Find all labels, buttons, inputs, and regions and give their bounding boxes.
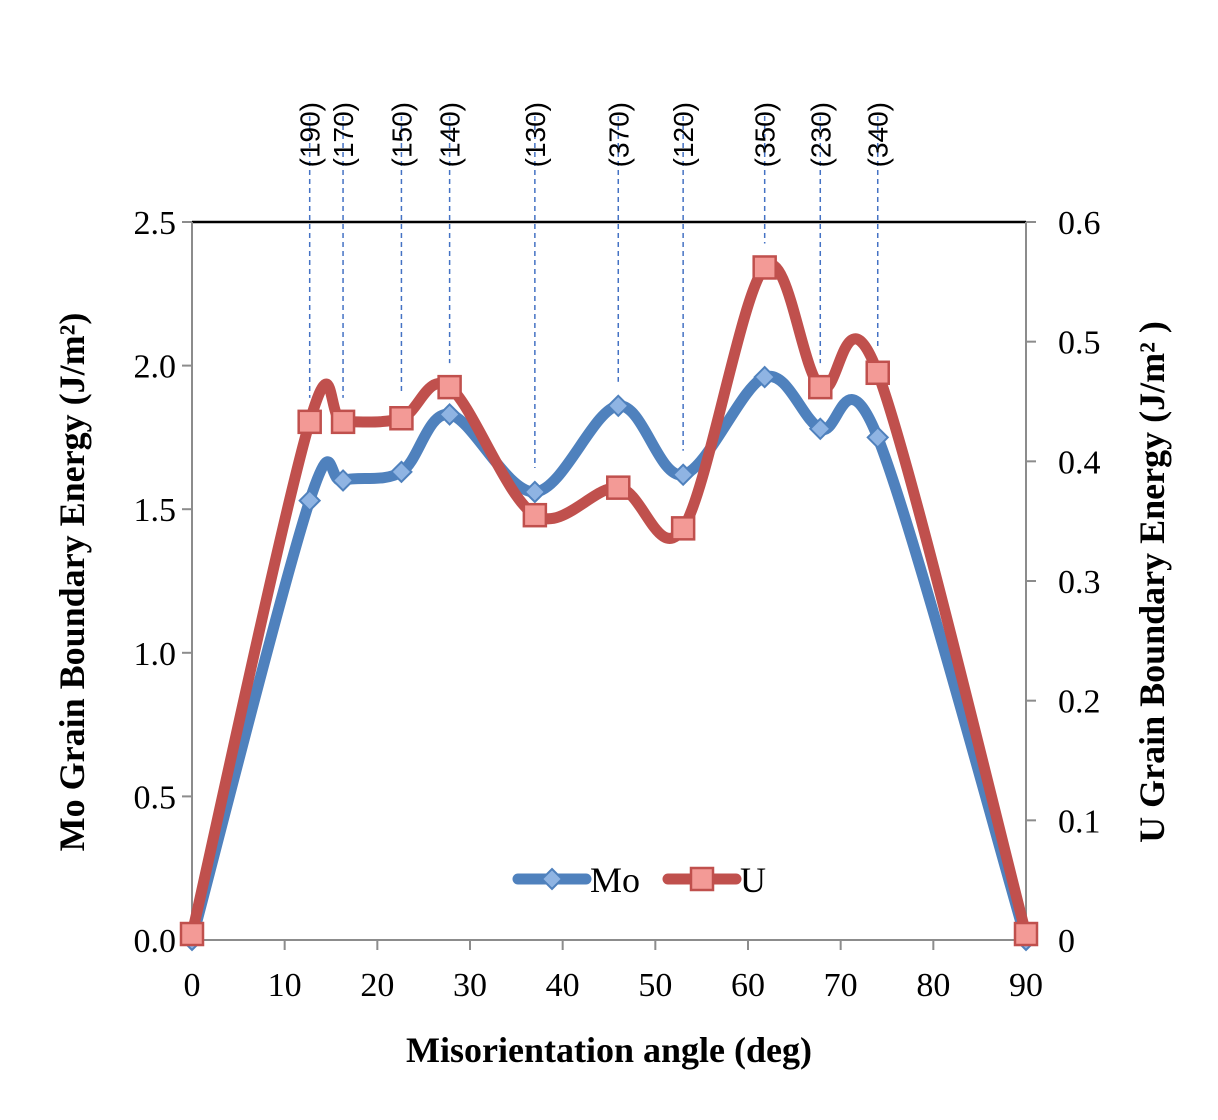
annotation-label: (370) [603,102,634,167]
x-tick-label: 40 [546,967,580,1004]
x-axis-ticks: 0 10 20 30 40 50 60 70 80 90 [184,940,1043,1004]
legend-marker-mo [540,867,564,891]
legend: Mo U [512,860,766,900]
y2-tick-label: 0.2 [1058,684,1101,721]
data-point-mo [671,463,695,487]
x-tick-label: 20 [360,967,394,1004]
annotation-label: (150) [386,102,417,167]
data-point-u [865,360,890,386]
series-lines [186,259,1032,946]
left-y-axis-ticks: 0.0 0.5 1.0 1.5 2.0 2.5 [134,205,192,960]
annotation-label: (340) [863,102,894,167]
series-line-mo [186,370,1032,946]
data-point-u [179,921,205,947]
annotation-label: (350) [750,102,781,167]
y-tick-label: 2.5 [134,205,177,242]
annotation-label: (130) [520,102,551,167]
y-tick-label: 2.0 [134,349,177,386]
x-tick-label: 50 [638,967,672,1004]
y2-tick-label: 0.3 [1058,564,1101,601]
data-point-mo [523,480,547,504]
right-y-axis-ticks: 0 0.1 0.2 0.3 0.4 0.5 0.6 [1026,205,1101,960]
data-point-u [389,406,414,431]
data-point-u [330,409,356,435]
annotation-labels: (190) (170) (150) (140) (130) (370) (120) (350)… [295,102,894,167]
y2-tick-label: 0.5 [1058,325,1101,362]
data-point-u [522,502,548,528]
left-y-axis-title: Mo Grain Boundary Energy (J/m²) [52,313,92,852]
annotation-label: (170) [328,102,359,167]
y2-tick-label: 0 [1058,923,1075,960]
x-tick-label: 70 [824,967,858,1004]
y-tick-label: 0.5 [134,779,177,816]
legend-label-mo: Mo [590,860,640,900]
y-tick-label: 0.0 [134,923,177,960]
data-point-mo [298,489,322,512]
data-point-u [808,374,833,400]
data-point-mo [606,394,630,418]
data-point-mo [753,365,777,389]
annotation-label: (120) [668,102,699,167]
data-point-mo [808,417,832,441]
y2-tick-label: 0.6 [1058,205,1101,242]
right-y-axis-title: U Grain Boundary Energy (J/m² ) [1132,321,1172,843]
x-tick-label: 30 [453,967,487,1004]
data-point-u [606,475,631,500]
data-point-u [297,409,322,435]
x-tick-label: 80 [916,967,950,1004]
data-point-mo [390,460,413,484]
series-markers [179,255,1039,952]
x-tick-label: 90 [1009,967,1043,1004]
data-point-u [670,516,696,541]
annotation-guides [308,116,879,468]
y-tick-label: 1.0 [134,636,177,673]
data-point-u [752,255,777,280]
legend-marker-u [689,866,715,892]
series-line-u [186,259,1032,940]
x-axis-title: Misorientation angle (deg) [406,1030,812,1070]
y-tick-label: 1.5 [134,492,177,529]
data-point-mo [438,403,462,426]
data-point-u [1013,921,1039,947]
annotation-label: (230) [805,102,836,167]
annotation-label: (140) [435,102,466,167]
data-point-mo [866,425,890,449]
data-point-mo [331,469,355,492]
x-tick-label: 10 [268,967,302,1004]
x-tick-label: 0 [184,967,201,1004]
x-tick-label: 60 [731,967,765,1004]
legend-label-u: U [740,860,766,900]
y2-tick-label: 0.4 [1058,444,1101,481]
data-point-u [437,374,462,400]
y2-tick-label: 0.1 [1058,803,1101,840]
annotation-label: (190) [295,102,326,167]
